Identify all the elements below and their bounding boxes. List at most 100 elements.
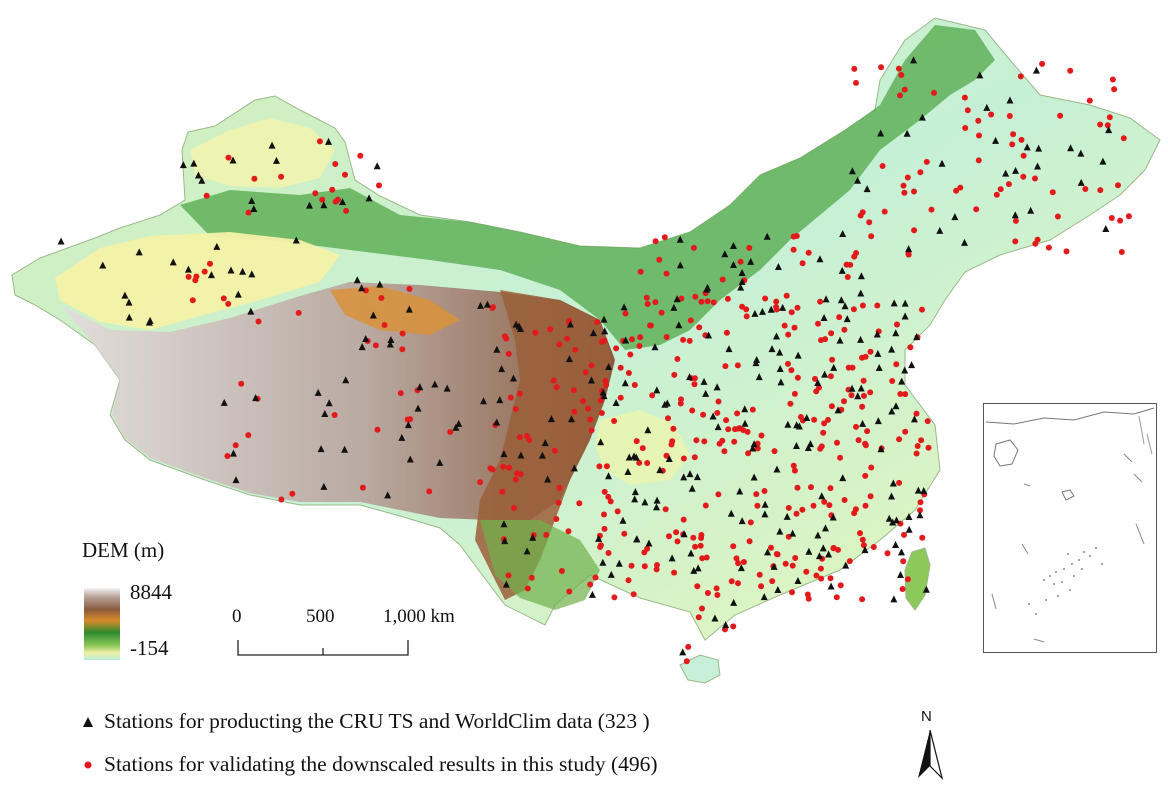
validation-station <box>607 498 614 505</box>
validation-station <box>332 161 339 167</box>
validation-station <box>601 525 608 532</box>
validation-station <box>857 530 863 537</box>
cru-station <box>857 335 865 343</box>
validation-station <box>715 491 722 498</box>
validation-station <box>685 643 692 650</box>
validation-station <box>835 546 841 553</box>
validation-station <box>524 585 531 592</box>
cru-station <box>229 449 237 457</box>
validation-station <box>790 246 797 253</box>
validation-station <box>867 493 874 500</box>
validation-station <box>816 384 822 391</box>
validation-station <box>690 244 697 251</box>
cru-station <box>589 329 597 337</box>
validation-station <box>911 188 917 195</box>
validation-station <box>841 398 847 405</box>
cru-station <box>711 614 719 622</box>
validation-station <box>512 406 519 412</box>
cru-station <box>905 525 913 533</box>
validation-station <box>789 589 795 596</box>
cru-station <box>908 361 916 369</box>
validation-station <box>710 299 717 306</box>
validation-station <box>316 138 323 145</box>
validation-station <box>692 543 699 550</box>
cru-station <box>670 303 678 311</box>
validation-station <box>1006 113 1013 119</box>
cru-station <box>750 473 758 481</box>
cru-station <box>770 562 778 570</box>
validation-station <box>516 434 523 441</box>
validation-station <box>1120 135 1127 142</box>
cru-station <box>621 379 629 387</box>
validation-station <box>859 596 866 603</box>
validation-station <box>550 377 557 384</box>
cru-station <box>806 440 814 448</box>
cru-station <box>688 484 696 492</box>
validation-station <box>678 295 685 302</box>
cru-station <box>679 648 687 656</box>
validation-station <box>768 544 774 551</box>
validation-station <box>785 360 791 367</box>
cru-station <box>794 576 802 584</box>
cru-station <box>838 266 846 274</box>
validation-station <box>837 582 844 589</box>
validation-station <box>571 408 578 415</box>
validation-station <box>507 394 514 401</box>
cru-station <box>680 530 688 538</box>
validation-station <box>721 448 728 455</box>
cru-station <box>805 547 813 555</box>
cru-station <box>272 156 280 164</box>
cru-station <box>404 421 412 429</box>
validation-station <box>783 292 790 299</box>
validation-station <box>733 555 740 562</box>
validation-station <box>693 437 700 444</box>
validation-station <box>556 341 563 348</box>
validation-station <box>656 256 663 263</box>
cru-station <box>905 245 913 253</box>
validation-station <box>911 227 918 234</box>
validation-station <box>743 313 750 320</box>
validation-station <box>773 304 780 310</box>
validation-station <box>896 479 903 486</box>
validation-station <box>694 583 701 590</box>
validation-station <box>812 375 818 382</box>
cru-station <box>673 295 681 303</box>
validation-station <box>594 319 601 326</box>
cru-station <box>517 451 525 459</box>
cru-station <box>496 396 504 404</box>
validation-station <box>997 186 1004 193</box>
validation-station <box>663 334 670 340</box>
validation-station <box>500 463 507 470</box>
validation-station <box>794 304 801 311</box>
cru-station <box>455 419 463 427</box>
cru-station <box>816 255 824 263</box>
validation-station <box>1032 175 1038 182</box>
validation-station <box>601 488 608 495</box>
cru-station <box>622 336 630 344</box>
cru-station <box>814 379 822 387</box>
cru-station <box>890 299 898 307</box>
validation-station <box>851 65 858 72</box>
black-triangle-icon <box>82 709 104 734</box>
cru-station <box>702 389 710 397</box>
validation-station <box>827 485 834 492</box>
validation-station <box>843 261 850 268</box>
cru-station <box>839 229 847 237</box>
validation-station <box>1039 60 1046 67</box>
cru-station <box>814 531 822 539</box>
cru-station <box>651 343 659 351</box>
validation-station <box>605 550 612 556</box>
validation-station <box>673 529 680 536</box>
validation-station <box>238 380 245 387</box>
cru-station <box>914 486 922 494</box>
validation-station <box>505 350 512 357</box>
validation-station <box>511 505 517 511</box>
validation-station <box>357 152 364 159</box>
validation-station <box>704 298 711 305</box>
validation-station <box>810 502 817 509</box>
validation-station <box>788 367 795 374</box>
validation-station <box>829 356 836 363</box>
cru-station <box>729 260 737 268</box>
cru-station <box>1032 66 1040 74</box>
cru-station <box>803 413 811 421</box>
